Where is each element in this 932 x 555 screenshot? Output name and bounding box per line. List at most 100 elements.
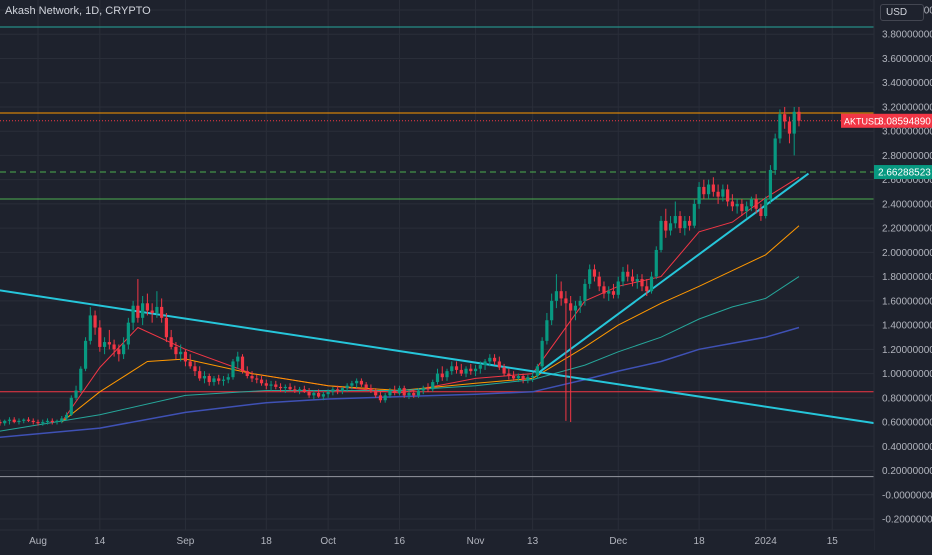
candle-body [31,420,35,423]
candle-down [374,388,378,398]
candle-down [597,271,601,292]
candle-down [112,339,116,357]
candle-body [293,389,297,391]
candle-up [692,199,696,229]
candle-up [659,216,663,253]
candle-up [526,374,530,384]
candle-up [745,201,749,219]
candle-down [559,281,563,306]
candle-down [512,371,516,381]
candle-up [69,395,73,416]
candle-down [164,312,169,343]
candle-down [188,354,192,369]
candle-body [535,366,539,376]
candles [0,106,801,426]
price-tick-label: 0.80000000 [882,393,932,404]
time-tick-label: Oct [320,536,336,547]
candle-body [297,389,302,391]
candle-body [431,382,435,390]
candle-body [507,373,511,376]
candle-body [492,357,497,362]
candle-body [440,373,444,378]
price-tick-label: 0.40000000 [882,442,932,453]
candle-body [426,388,430,390]
candle-down [797,106,801,127]
candle-body [269,384,273,386]
candle-body [421,388,425,391]
time-tick-label: Sep [177,536,195,547]
candle-body [607,291,611,294]
candle-up [269,380,273,391]
candle-body [117,349,121,355]
candle-up [721,184,725,202]
candle-body [626,271,630,277]
candle-up [350,380,354,390]
candle-body [22,419,26,421]
candle-down [264,379,268,390]
candle-up [621,266,625,287]
candle-down [569,296,573,423]
candle-body [221,379,226,381]
candle-body [283,386,287,389]
candle-down [502,363,506,376]
candle-body [236,356,240,362]
candle-body [564,298,568,304]
grid [0,0,874,530]
candle-up [421,385,425,395]
candle-up [41,419,45,426]
candle-up [773,133,777,175]
candle-body [635,279,639,282]
candle-body [7,419,12,421]
candle-body [312,392,316,396]
currency-button[interactable]: USD [880,4,924,21]
candle-down [50,418,54,425]
candle-up [312,390,316,400]
price-tick-label: 3.80000000 [882,30,932,41]
candle-down [93,310,97,335]
candle-down [336,385,340,395]
candle-up [326,389,330,398]
candle-body [445,371,449,378]
candle-up [45,418,50,425]
candle-down [702,179,706,200]
candle-up [749,196,753,212]
price-tick-label: -0.00000000 [882,490,932,501]
price-tick-label: 1.20000000 [882,345,932,356]
candle-up [431,379,435,392]
candle-down [250,371,254,383]
price-label-bg-last-price [874,113,932,128]
candle-body [773,138,777,170]
candle-up [735,199,739,214]
candle-body [188,361,192,367]
candle-body [402,388,406,396]
candle-up [60,415,64,424]
descending-trendline[interactable] [0,288,876,425]
symbol-label: AKTUSD [844,116,881,126]
candle-body [88,315,92,341]
symbol-title[interactable]: Akash Network, 1D, CRYPTO [5,5,151,17]
candle-down [0,419,2,426]
price-axis[interactable]: 4.000000003.800000003.600000003.40000000… [873,0,932,550]
time-axis[interactable]: Aug 14 Sep 18 Oct 16 Nov 13 Dec 18 2024 15 [0,529,874,550]
candle-down [783,106,787,129]
candle-body [678,216,682,229]
candle-up [535,363,539,379]
candle-body [659,220,663,250]
candle-up [236,351,240,369]
ascending-trendline[interactable] [536,172,810,375]
candle-body [407,392,411,396]
candle-body [464,368,468,374]
candle-down [302,385,306,393]
candle-up [345,383,349,392]
candle-down [288,383,292,391]
candle-body [150,310,154,313]
candle-up [588,264,592,289]
candle-up [122,337,126,360]
price-tick-label: 3.40000000 [882,78,932,89]
price-label-value-level: 2.66288523 [878,168,931,179]
candle-up [531,372,535,383]
candle-down [459,363,463,376]
